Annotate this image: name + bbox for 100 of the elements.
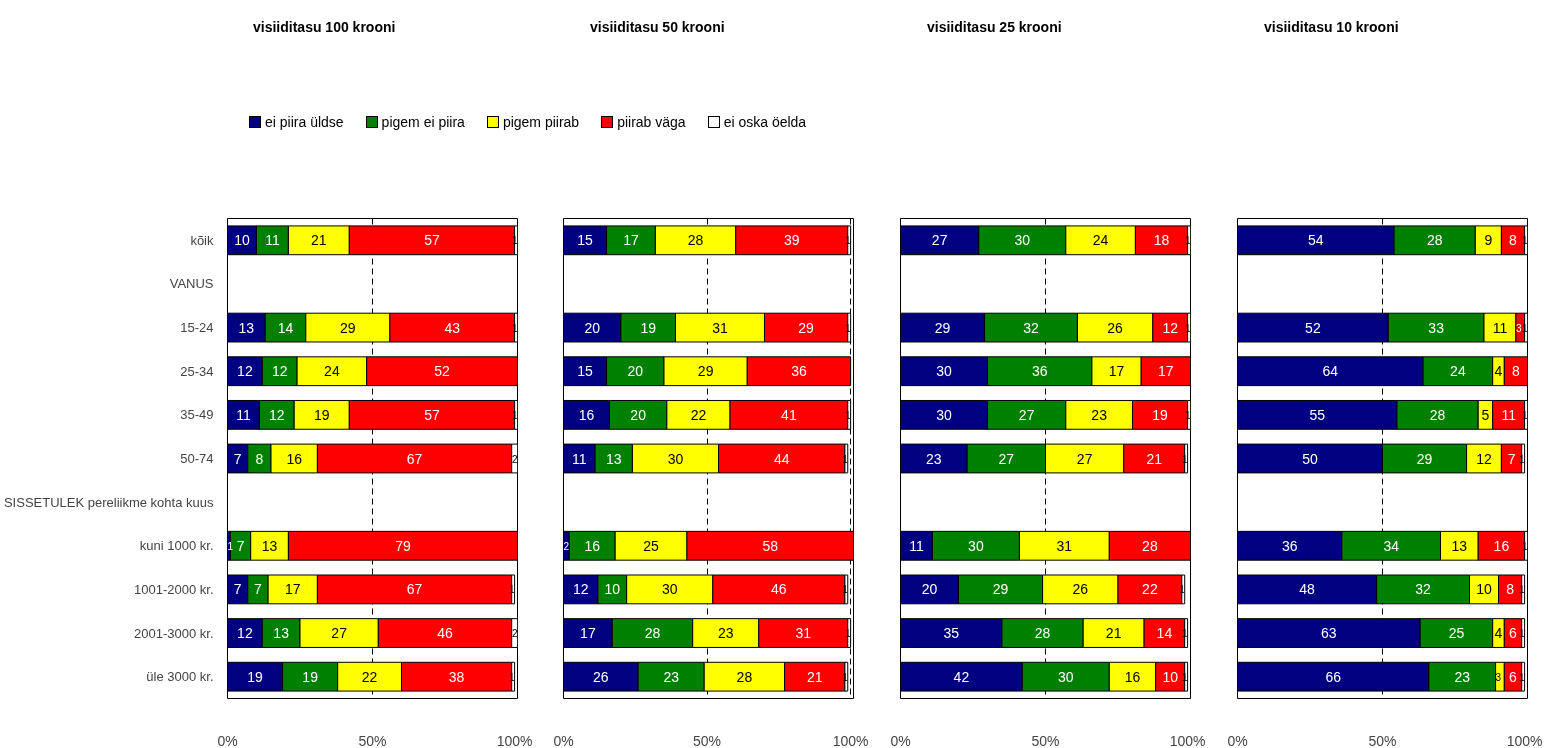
data-label: 26 (1107, 319, 1124, 336)
data-label: 35 (943, 625, 960, 642)
y-tick-label: 2001-3000 kr. (134, 625, 214, 641)
data-label: 14 (1156, 625, 1173, 642)
data-label: 1 (509, 671, 516, 683)
data-label: 43 (444, 319, 461, 336)
data-label: 32 (1023, 319, 1039, 336)
data-label: 42 (953, 668, 970, 685)
data-label: 79 (395, 537, 411, 554)
data-label: 19 (313, 406, 330, 423)
data-label: 4 (1494, 363, 1503, 380)
chart-title: visiiditasu 50 krooni (590, 18, 725, 37)
data-label: 4 (1494, 625, 1503, 642)
data-label: 29 (934, 319, 951, 336)
data-label: 26 (593, 668, 609, 685)
data-label: 11 (236, 406, 251, 423)
data-label: 7 (233, 581, 242, 598)
y-tick-label: 25-34 (180, 363, 214, 379)
data-label: 1 (1519, 671, 1526, 683)
data-label: 1 (1519, 628, 1526, 640)
data-label: 11 (1501, 406, 1517, 423)
data-label: 22 (361, 668, 378, 685)
legend-label: ei piira üldse (264, 113, 344, 132)
data-label: 1 (842, 453, 849, 465)
data-label: 1 (845, 322, 852, 334)
data-label: 28 (644, 625, 661, 642)
data-label: 7 (1507, 450, 1516, 467)
data-label: 17 (580, 625, 596, 642)
data-label: 66 (1325, 668, 1342, 685)
data-label: 10 (1162, 668, 1179, 685)
data-label: 55 (1309, 406, 1326, 423)
legend-label: pigem ei piira (380, 113, 465, 132)
data-label: 63 (1321, 625, 1337, 642)
data-label: 13 (273, 625, 290, 642)
data-label: 28 (687, 232, 704, 249)
y-tick-label: SISSETULEK pereliikme kohta kuus (3, 494, 214, 510)
legend-label: pigem piirab (501, 113, 580, 132)
data-label: 23 (663, 668, 680, 685)
data-label: 12 (271, 363, 288, 380)
data-label: 7 (236, 537, 245, 554)
data-label: 10 (234, 232, 250, 249)
y-tick-label: VANUS (169, 276, 214, 292)
data-label: 1 (1184, 409, 1191, 421)
data-label: 67 (406, 581, 423, 598)
data-label: 30 (661, 581, 678, 598)
data-label: 23 (717, 625, 734, 642)
data-label: 17 (623, 232, 639, 249)
data-label: 52 (1305, 319, 1321, 336)
data-label: 30 (936, 363, 952, 380)
data-label: 17 (284, 581, 301, 598)
data-label: 33 (1428, 319, 1445, 336)
data-label: 57 (424, 232, 440, 249)
data-label: 1 (511, 322, 518, 334)
x-tick-label: 0% (890, 732, 911, 748)
data-label: 27 (931, 232, 948, 249)
x-tick-label: 50% (358, 732, 387, 748)
data-label: 64 (1322, 363, 1339, 380)
data-label: 1 (227, 540, 234, 552)
data-label: 26 (1072, 581, 1089, 598)
legend-label: piirab väga (616, 113, 686, 132)
data-label: 13 (261, 537, 278, 554)
data-label: 8 (1506, 581, 1515, 598)
data-label: 1 (1521, 409, 1528, 421)
x-tick-label: 50% (1031, 732, 1060, 748)
data-label: 50 (1302, 450, 1318, 467)
data-label: 1 (1182, 671, 1189, 683)
data-label: 2 (563, 540, 570, 552)
x-tick-label: 100% (832, 732, 869, 748)
data-label: 30 (968, 537, 984, 554)
data-label: 2 (511, 628, 518, 640)
data-label: 5 (1481, 406, 1490, 423)
data-label: 30 (1014, 232, 1031, 249)
data-label: 58 (762, 537, 779, 554)
data-label: 1 (1521, 235, 1528, 247)
chart-title: visiiditasu 10 krooni (1264, 18, 1399, 37)
data-label: 6 (1509, 625, 1518, 642)
data-label: 23 (1454, 668, 1471, 685)
data-label: 31 (712, 319, 728, 336)
data-label: 1 (1184, 235, 1191, 247)
data-label: 1 (1521, 322, 1528, 334)
data-label: 19 (302, 668, 319, 685)
data-label: 1 (1182, 628, 1189, 640)
data-label: 13 (238, 319, 255, 336)
y-tick-label: kuni 1000 kr. (139, 538, 214, 554)
data-label: 44 (773, 450, 790, 467)
data-label: 6 (1509, 668, 1518, 685)
data-label: 21 (1146, 450, 1163, 467)
data-label: 36 (1281, 537, 1298, 554)
data-label: 32 (1415, 581, 1432, 598)
chart-title: visiiditasu 100 krooni (253, 18, 396, 37)
legend-label: ei oska öelda (722, 113, 807, 132)
data-label: 12 (237, 625, 253, 642)
data-label: 15 (577, 363, 594, 380)
data-label: 8 (1512, 363, 1521, 380)
data-label: 27 (998, 450, 1015, 467)
data-label: 29 (340, 319, 356, 336)
data-label: 1 (842, 671, 849, 683)
data-label: 11 (1492, 319, 1508, 336)
y-tick-label: kõik (190, 232, 214, 248)
data-label: 28 (736, 668, 753, 685)
